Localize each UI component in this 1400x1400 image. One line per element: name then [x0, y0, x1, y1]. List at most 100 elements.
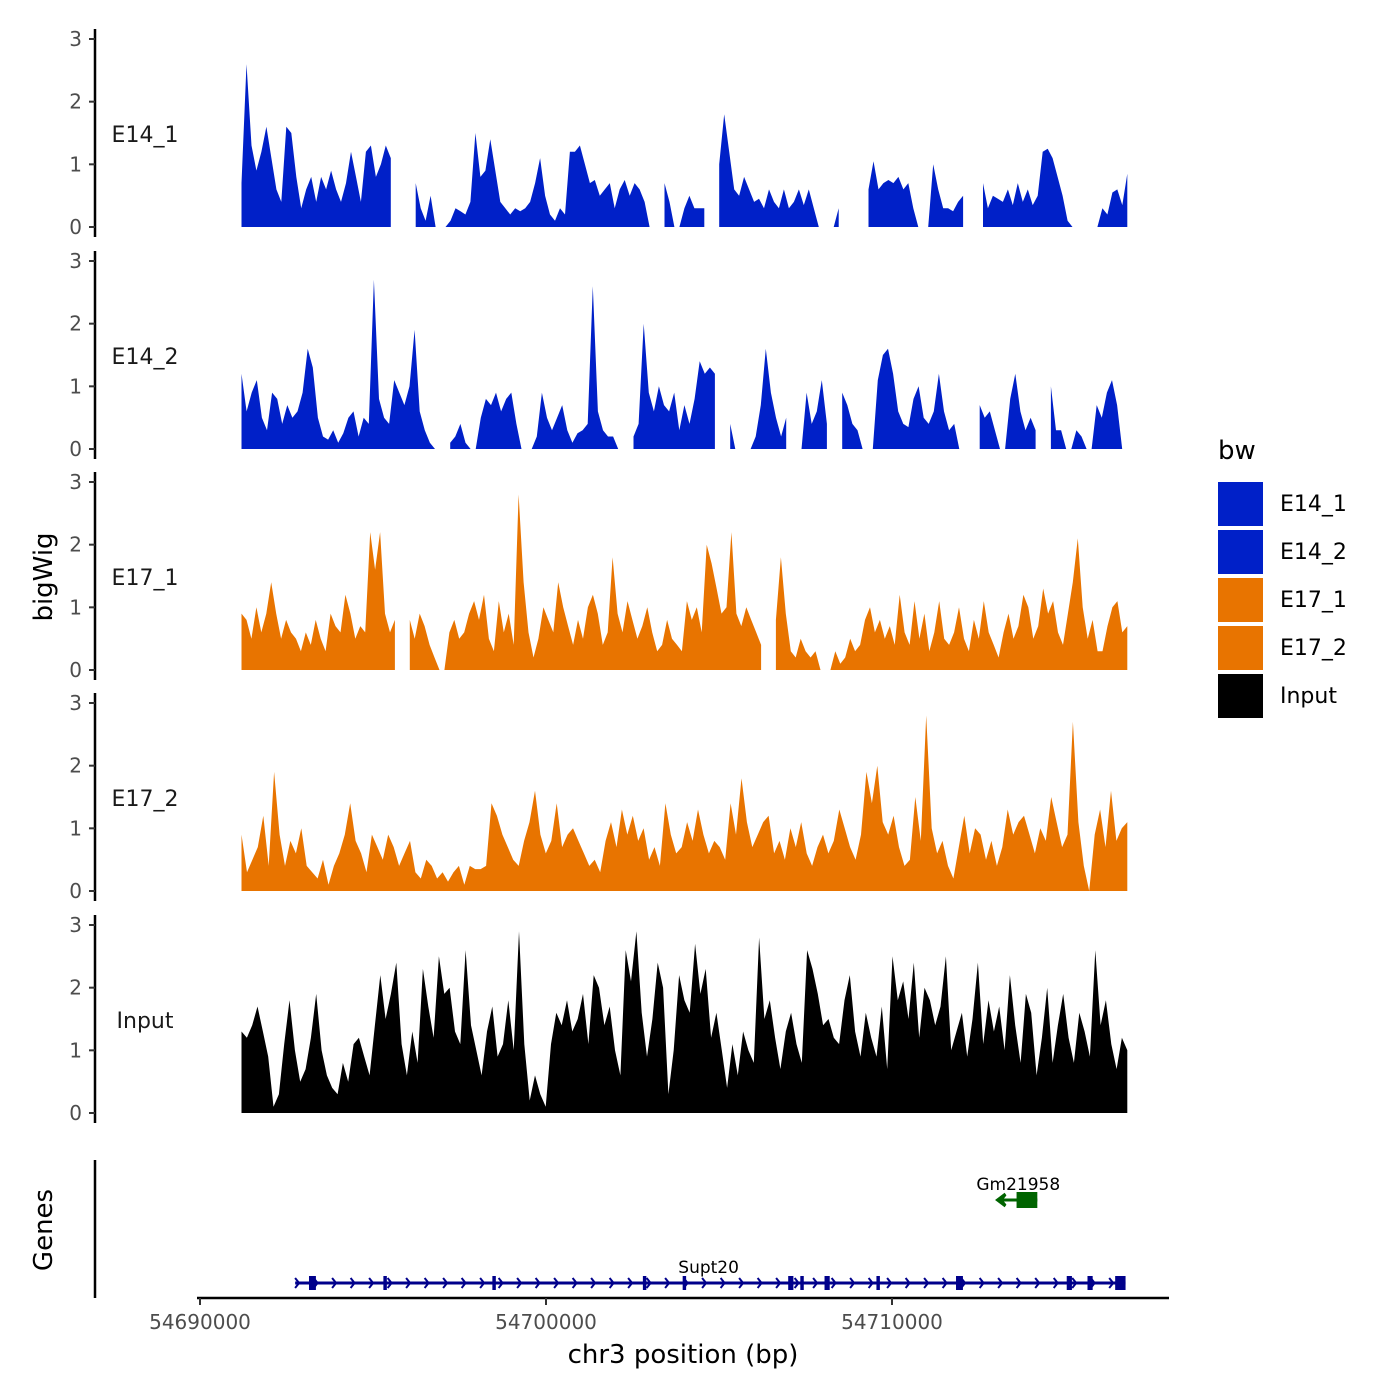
strand-chevron — [867, 1277, 874, 1289]
track-e14-1: 0 1 2 3 E14_1 — [69, 27, 1128, 239]
strand-chevron — [497, 1277, 504, 1289]
strand-chevron — [719, 1277, 726, 1289]
strand-chevron — [664, 1277, 671, 1289]
y-tick-label: 1 — [69, 1038, 82, 1062]
gene-exon — [824, 1276, 830, 1290]
strand-chevron — [756, 1277, 763, 1289]
legend-label: E17_1 — [1280, 588, 1347, 613]
y-tick-label: 2 — [69, 533, 82, 557]
x-tick-label: 54690000 — [149, 1310, 251, 1334]
strand-chevron — [1071, 1277, 1078, 1289]
strand-chevron — [516, 1277, 523, 1289]
x-axis-title: chr3 position (bp) — [568, 1340, 799, 1370]
gene-exon — [1087, 1276, 1093, 1290]
coverage-tracks: 0 1 2 3 E14_1 0 1 2 3 E14_2 0 1 2 3 E17_1 0 1 2 3 E17_2 0 1 2 3… — [69, 27, 1128, 1125]
strand-chevron — [941, 1277, 948, 1289]
strand-chevron — [738, 1277, 745, 1289]
y-tick-label: 0 — [69, 658, 82, 682]
strand-chevron — [793, 1277, 800, 1289]
track-e14-2: 0 1 2 3 E14_2 — [69, 249, 1128, 461]
track-label: E14_2 — [112, 345, 179, 370]
track-input: 0 1 2 3 Input — [69, 913, 1128, 1125]
legend-swatch-e14-1 — [1218, 482, 1263, 526]
strand-chevron — [608, 1277, 615, 1289]
x-tick-label: 54710000 — [841, 1310, 943, 1334]
strand-chevron — [349, 1277, 356, 1289]
coverage-area-input — [241, 931, 1128, 1113]
gene-gm21958: Gm21958 — [976, 1175, 1060, 1208]
strand-chevron — [423, 1277, 430, 1289]
strand-chevron — [368, 1277, 375, 1289]
strand-chevron — [405, 1277, 412, 1289]
gene-exon — [492, 1276, 496, 1290]
legend-title: bw — [1218, 436, 1256, 466]
strand-chevron — [571, 1277, 578, 1289]
coverage-area-e17-1 — [241, 494, 1128, 670]
track-label: E14_1 — [112, 123, 179, 148]
gene-label: Gm21958 — [976, 1175, 1060, 1195]
strand-chevron — [904, 1277, 911, 1289]
y-tick-label: 2 — [69, 754, 82, 778]
strand-chevron — [886, 1277, 893, 1289]
track-label: E17_2 — [112, 787, 179, 812]
strand-chevron — [923, 1277, 930, 1289]
legend-swatch-e17-1 — [1218, 578, 1263, 622]
strand-chevron — [627, 1277, 634, 1289]
gene-exon — [800, 1276, 804, 1290]
strand-chevron — [294, 1277, 301, 1289]
legend-swatch-input — [1218, 674, 1263, 718]
strand-chevron — [1108, 1277, 1115, 1289]
y-tick-label: 2 — [69, 312, 82, 336]
y-tick-label: 1 — [69, 152, 82, 176]
strand-chevron — [849, 1277, 856, 1289]
y-tick-label: 0 — [69, 215, 82, 239]
coverage-area-e14-1 — [241, 64, 1128, 227]
track-e17-1: 0 1 2 3 E17_1 — [69, 470, 1128, 682]
strand-chevron — [442, 1277, 449, 1289]
strand-chevron — [830, 1277, 837, 1289]
track-label: Input — [117, 1009, 174, 1034]
y-tick-label: 0 — [69, 879, 82, 903]
track-label: E17_1 — [112, 566, 179, 591]
strand-chevron — [701, 1277, 708, 1289]
gene-exon — [642, 1276, 647, 1290]
y-tick-label: 3 — [69, 27, 82, 51]
strand-chevron — [812, 1277, 819, 1289]
gene-exon — [682, 1276, 687, 1290]
gene-exon — [1016, 1192, 1038, 1208]
strand-chevron — [1015, 1277, 1022, 1289]
coverage-area-e17-2 — [241, 715, 1128, 891]
strand-chevron — [479, 1277, 486, 1289]
gene-track: Gm21958 Supt20 — [93, 1160, 1126, 1298]
y-axis-title: bigWig — [29, 532, 59, 621]
strand-chevron — [997, 1277, 1004, 1289]
strand-chevron — [331, 1277, 338, 1289]
strand-chevron — [590, 1277, 597, 1289]
y-tick-label: 3 — [69, 913, 82, 937]
gene-exon — [1115, 1276, 1126, 1290]
y-tick-label: 3 — [69, 249, 82, 273]
gene-supt20: Supt20 — [294, 1258, 1126, 1290]
strand-chevron — [978, 1277, 985, 1289]
y-tick-label: 2 — [69, 90, 82, 114]
strand-chevron — [460, 1277, 467, 1289]
legend-swatch-e17-2 — [1218, 626, 1263, 670]
coverage-area-e14-2 — [241, 279, 1128, 449]
strand-chevron — [553, 1277, 560, 1289]
strand-arrow — [995, 1192, 1007, 1208]
strand-chevron — [1034, 1277, 1041, 1289]
legend-swatch-e14-2 — [1218, 530, 1263, 574]
legend-label: E17_2 — [1280, 636, 1347, 661]
strand-chevron — [534, 1277, 541, 1289]
gene-exon — [876, 1276, 880, 1290]
y-tick-label: 1 — [69, 595, 82, 619]
gene-exon — [383, 1276, 387, 1290]
y-tick-label: 0 — [69, 1101, 82, 1125]
track-e17-2: 0 1 2 3 E17_2 — [69, 691, 1128, 903]
genes-axis-title: Genes — [29, 1189, 59, 1271]
legend-label: E14_2 — [1280, 540, 1347, 565]
gene-exon — [308, 1276, 316, 1290]
y-tick-label: 3 — [69, 691, 82, 715]
strand-chevron — [1052, 1277, 1059, 1289]
legend-label: Input — [1280, 684, 1337, 709]
